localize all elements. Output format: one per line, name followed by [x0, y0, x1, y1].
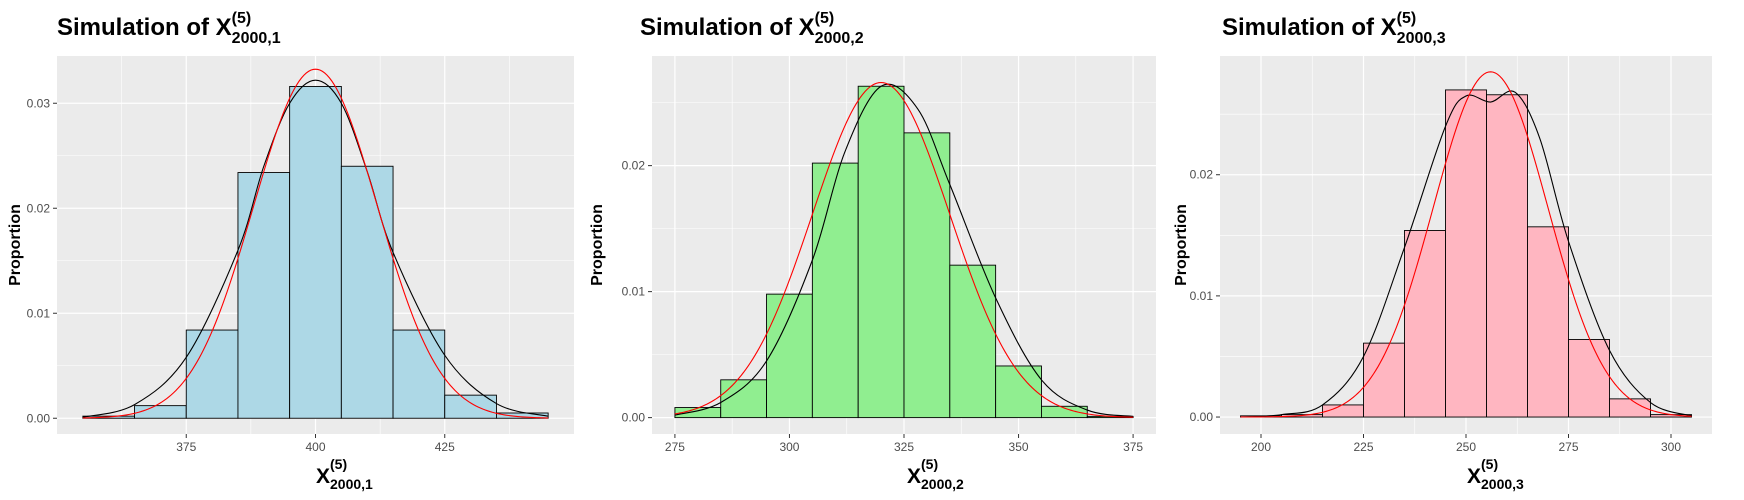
y-axis-label: Proportion — [589, 204, 606, 286]
histogram-bar — [949, 264, 997, 419]
y-tick-label: 0.00 — [27, 411, 51, 425]
chart-title: Simulation of X(5) 2000,1 — [57, 10, 281, 47]
histogram-bar — [857, 85, 905, 419]
histogram-panel-3: 200 225 250 275 300 0.00 0.01 0.02 Simulation of… — [1173, 10, 1712, 492]
x-tick-label: 200 — [1251, 440, 1271, 454]
y-tick-label: 0.01 — [622, 285, 646, 299]
histogram-bar — [1041, 405, 1088, 419]
histogram-bar — [1527, 226, 1569, 418]
x-tick-label: 300 — [779, 440, 799, 454]
histogram-bar — [995, 365, 1042, 419]
histogram-bar — [185, 329, 239, 419]
x-tick-label: 350 — [1009, 440, 1029, 454]
histogram-bar — [340, 165, 394, 419]
y-tick-label: 0.02 — [1190, 168, 1214, 182]
x-tick-label: 400 — [305, 440, 325, 454]
histogram-bar — [1568, 339, 1610, 418]
histogram-bar — [811, 162, 859, 419]
y-tick-label: 0.02 — [622, 159, 646, 173]
histogram-bar — [444, 394, 497, 419]
y-axis-label: Proportion — [7, 204, 24, 286]
x-tick-label: 250 — [1456, 440, 1476, 454]
histogram-bar — [766, 293, 813, 419]
histogram-bar — [903, 132, 951, 419]
histogram-bar — [1486, 94, 1528, 418]
y-tick-label: 0.01 — [1190, 289, 1214, 303]
histogram-bar — [289, 85, 342, 419]
y-tick-label: 0.03 — [27, 96, 51, 110]
y-tick-label: 0.00 — [622, 411, 646, 425]
x-tick-label: 425 — [435, 440, 455, 454]
chart-title: Simulation of X(5) 2000,3 — [1222, 10, 1446, 47]
x-tick-label: 375 — [176, 440, 196, 454]
x-tick-label: 225 — [1353, 440, 1373, 454]
normal-curve — [1240, 71, 1692, 418]
x-tick-label: 275 — [1558, 440, 1578, 454]
histogram-bar — [392, 329, 446, 419]
y-axis-label: Proportion — [1173, 204, 1190, 286]
x-axis-label: X(5) 2000,1 — [316, 456, 373, 492]
x-axis-label: X(5) 2000,2 — [907, 456, 964, 492]
density-curve — [82, 79, 549, 418]
histogram-panel-1: 375 400 425 0.00 0.01 0.02 0.03 Simulation of X… — [7, 10, 574, 492]
histogram-bar — [237, 172, 291, 419]
histogram-bar — [1445, 89, 1487, 418]
x-axis-label: X(5) 2000,3 — [1467, 456, 1524, 492]
x-tick-label: 275 — [665, 440, 685, 454]
density-curve — [674, 83, 1134, 417]
chart-title: Simulation of X(5) 2000,2 — [640, 10, 864, 47]
y-tick-label: 0.01 — [27, 306, 51, 320]
x-tick-label: 300 — [1661, 440, 1681, 454]
y-tick-label: 0.00 — [1190, 410, 1214, 424]
histogram-panel-2: 275 300 325 350 375 0.00 0.01 0.02 Simulation of… — [589, 10, 1156, 492]
y-tick-label: 0.02 — [27, 201, 51, 215]
histogram-bar — [1404, 230, 1446, 418]
x-tick-label: 375 — [1123, 440, 1143, 454]
normal-curve — [674, 81, 1134, 418]
x-tick-label: 325 — [894, 440, 914, 454]
normal-curve — [82, 68, 549, 419]
density-curve — [1240, 90, 1692, 418]
histogram-bar — [134, 405, 187, 419]
histogram-bar — [720, 379, 767, 419]
